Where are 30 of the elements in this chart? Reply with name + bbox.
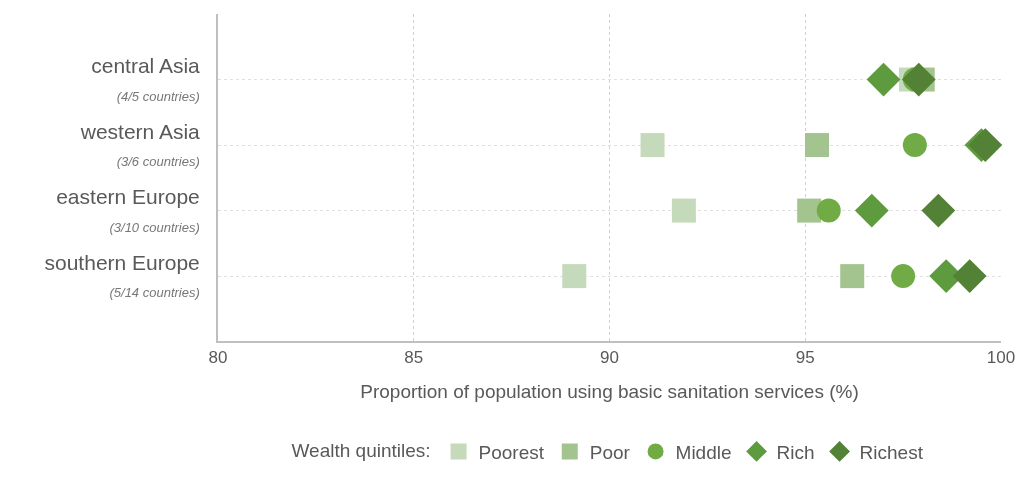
point: [671, 198, 696, 223]
x-tick-label: 85: [404, 348, 424, 368]
y-tick-label: southern Europe (5/14 countries): [44, 250, 200, 301]
point: [797, 198, 822, 223]
point: [902, 133, 927, 158]
legend-label: Middle: [675, 441, 732, 463]
point: [901, 62, 936, 97]
point: [804, 133, 829, 158]
y-tick-label: western Asia (3/6 countries): [79, 119, 201, 170]
legend-title: Wealth quintiles:: [291, 440, 431, 462]
x-tick-label: 80: [208, 348, 228, 368]
legend-label: Richest: [859, 441, 924, 463]
y-tick-label: central Asia (4/5 countries): [91, 54, 201, 104]
y-tick-label: eastern Europe (3/10 countries): [56, 185, 200, 235]
x-tick-label: 100: [986, 348, 1016, 368]
point: [921, 193, 956, 228]
x-tick-label: 90: [600, 348, 619, 368]
legend-label: Poor: [589, 441, 631, 463]
x-axis-title: Proportion of population using basic sanitation services (%): [360, 380, 859, 402]
point: [840, 264, 865, 289]
x-tick-label: 95: [795, 348, 815, 368]
point: [562, 264, 587, 289]
point: [816, 198, 841, 223]
point: [891, 264, 916, 289]
point: [640, 133, 665, 158]
legend-label: Poorest: [478, 441, 545, 463]
point: [854, 193, 889, 228]
point: [866, 62, 901, 97]
point: [952, 259, 987, 294]
legend-label: Rich: [776, 441, 815, 463]
